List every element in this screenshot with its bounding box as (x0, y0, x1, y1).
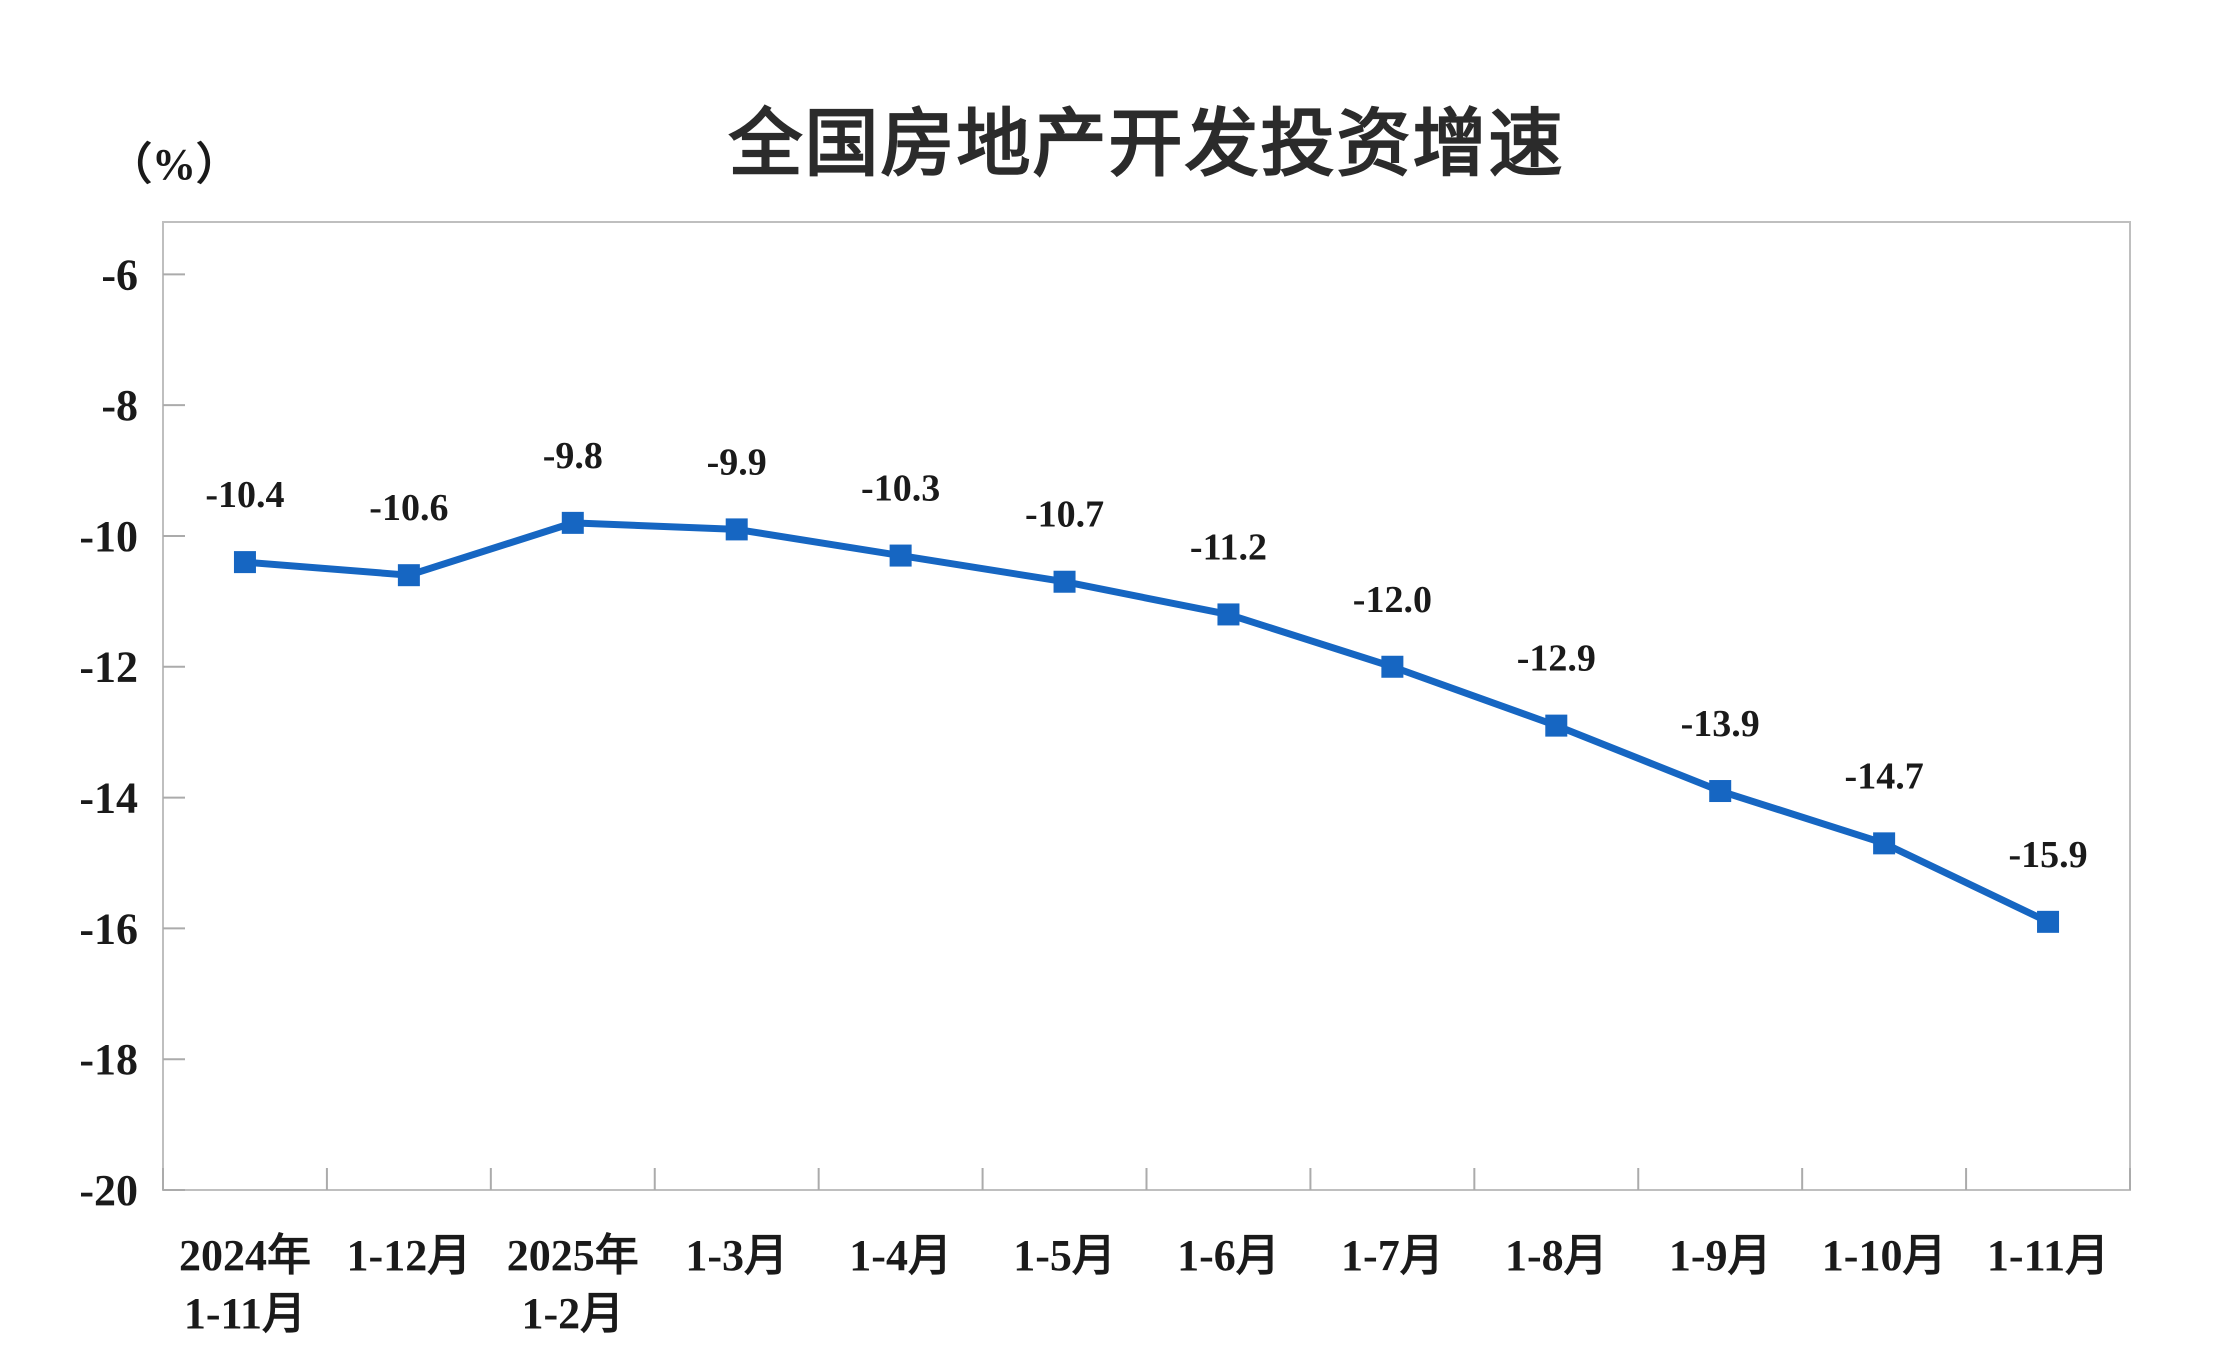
data-point-label: -11.2 (1190, 526, 1267, 568)
data-point-marker (1381, 655, 1404, 678)
data-point-marker (397, 564, 420, 587)
y-axis-tick-label: -10 (79, 512, 138, 561)
x-axis-category-label: 1-3月 (685, 1231, 788, 1280)
data-point-label: -10.3 (861, 468, 940, 510)
x-axis-category-label: 1-5月 (1013, 1231, 1116, 1280)
data-point-label: -9.8 (543, 435, 603, 477)
series-line (241, 519, 2052, 926)
y-axis-tick-label: -20 (79, 1166, 138, 1215)
data-point-label: -12.9 (1517, 638, 1596, 680)
x-axis-category-label: 1-6月 (1177, 1231, 1280, 1280)
chart-title: 全国房地产开发投资增速 (728, 102, 1565, 185)
data-point-label: -15.9 (2008, 834, 2087, 876)
data-point-marker (2037, 910, 2060, 933)
y-axis-unit-label: （%） (108, 140, 240, 189)
data-point-marker (233, 551, 256, 574)
plot-area-border (162, 221, 2131, 1191)
y-axis-tick-label: -18 (79, 1035, 138, 1084)
data-point-marker (1217, 603, 1240, 626)
y-axis-tick-label: -16 (79, 904, 138, 953)
data-point-marker (725, 518, 748, 541)
x-axis-category-label: 2025年 (507, 1231, 639, 1280)
data-point-label: -14.7 (1845, 755, 1924, 797)
x-axis-category-label: 1-2月 (521, 1289, 624, 1338)
data-point-marker (1709, 780, 1732, 803)
x-axis-category-label: 1-9月 (1669, 1231, 1772, 1280)
x-axis-category-label: 1-11月 (184, 1289, 306, 1338)
x-axis-category-label: 1-8月 (1505, 1231, 1608, 1280)
x-axis-category-label: 1-7月 (1341, 1231, 1444, 1280)
x-axis-category-label: 1-10月 (1822, 1231, 1947, 1280)
data-point-label: -13.9 (1681, 703, 1760, 745)
data-point-label: -10.4 (205, 474, 284, 516)
data-point-marker (1545, 714, 1568, 737)
x-axis-category-label: 1-12月 (347, 1231, 472, 1280)
y-axis-tick-label: -12 (79, 643, 138, 692)
x-axis-category-label: 1-4月 (849, 1231, 952, 1280)
data-point-marker (1873, 832, 1896, 855)
y-axis-tick-label: -6 (101, 250, 138, 299)
y-axis-tick-label: -8 (101, 381, 138, 430)
x-axis-category-label: 1-11月 (1987, 1231, 2109, 1280)
data-point-label: -9.9 (707, 441, 767, 483)
y-axis-tick-label: -14 (79, 774, 138, 823)
x-axis-category-label: 2024年 (179, 1231, 311, 1280)
data-point-marker (561, 511, 584, 534)
data-point-label: -10.6 (369, 487, 448, 529)
data-point-label: -10.7 (1025, 494, 1104, 536)
data-point-label: -12.0 (1353, 579, 1432, 621)
data-point-marker (889, 544, 912, 567)
data-point-marker (1053, 570, 1076, 593)
